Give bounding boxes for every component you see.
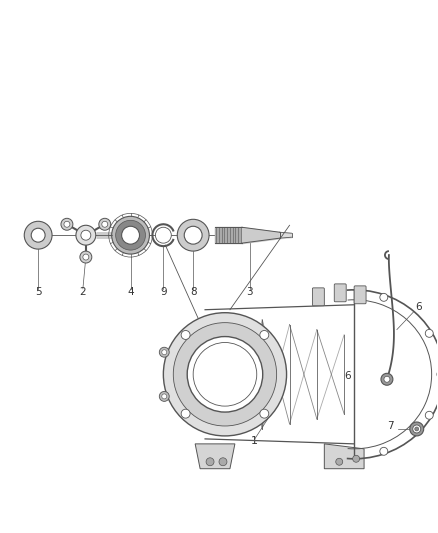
Text: 8: 8: [190, 287, 197, 297]
Circle shape: [381, 373, 393, 385]
Circle shape: [380, 293, 388, 301]
Circle shape: [384, 376, 390, 382]
Text: 9: 9: [160, 287, 167, 297]
Circle shape: [206, 458, 214, 466]
Circle shape: [353, 455, 360, 462]
Circle shape: [99, 219, 111, 230]
Circle shape: [112, 216, 149, 254]
Circle shape: [102, 221, 108, 227]
Circle shape: [425, 411, 433, 419]
FancyBboxPatch shape: [334, 284, 346, 302]
Circle shape: [159, 391, 169, 401]
Text: 6: 6: [415, 302, 422, 312]
Circle shape: [336, 458, 343, 465]
Circle shape: [181, 330, 190, 340]
Circle shape: [260, 409, 269, 418]
Circle shape: [260, 330, 269, 340]
FancyBboxPatch shape: [312, 288, 324, 306]
Circle shape: [80, 251, 92, 263]
Circle shape: [61, 219, 73, 230]
Circle shape: [380, 447, 388, 455]
Circle shape: [31, 228, 45, 242]
Text: 4: 4: [127, 287, 134, 297]
Circle shape: [76, 225, 96, 245]
Text: 1: 1: [251, 436, 258, 446]
Circle shape: [410, 422, 424, 436]
Circle shape: [24, 221, 52, 249]
Circle shape: [181, 409, 190, 418]
Polygon shape: [195, 444, 235, 469]
Circle shape: [83, 254, 89, 260]
Circle shape: [425, 329, 433, 337]
Circle shape: [193, 343, 257, 406]
Circle shape: [155, 227, 171, 243]
Text: 5: 5: [35, 287, 42, 297]
Circle shape: [116, 220, 145, 250]
Circle shape: [219, 458, 227, 466]
Text: 6: 6: [344, 372, 350, 381]
Circle shape: [162, 350, 167, 354]
Circle shape: [413, 425, 421, 433]
Circle shape: [173, 322, 277, 426]
Circle shape: [177, 219, 209, 251]
Circle shape: [415, 427, 419, 431]
Circle shape: [64, 221, 70, 227]
Circle shape: [184, 226, 202, 244]
Circle shape: [162, 394, 167, 399]
Text: 3: 3: [247, 287, 253, 297]
Circle shape: [81, 230, 91, 240]
Text: 2: 2: [80, 287, 86, 297]
Circle shape: [163, 313, 286, 436]
Polygon shape: [324, 444, 364, 469]
Circle shape: [159, 348, 169, 357]
Circle shape: [122, 226, 140, 244]
FancyBboxPatch shape: [354, 286, 366, 304]
Text: 7: 7: [388, 421, 394, 431]
Circle shape: [187, 336, 263, 412]
Circle shape: [437, 370, 438, 378]
